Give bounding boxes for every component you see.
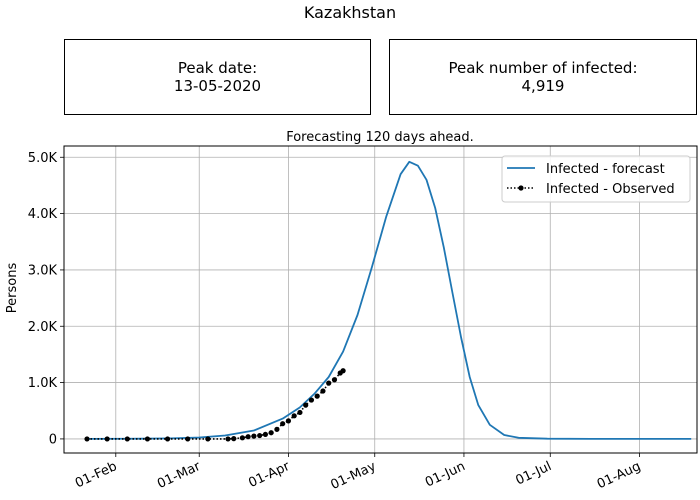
peak-date-label: Peak date: bbox=[177, 59, 258, 77]
y-axis-label: Persons bbox=[5, 263, 20, 314]
observed-point bbox=[314, 393, 320, 399]
x-tick-label: 01-May bbox=[328, 459, 378, 493]
x-tick-label: 01-Apr bbox=[246, 459, 292, 491]
x-tick-label: 01-Jul bbox=[513, 459, 553, 489]
observed-point bbox=[225, 436, 231, 442]
series-line-forecast bbox=[86, 160, 692, 440]
legend-label-forecast: Infected - forecast bbox=[546, 162, 665, 177]
y-tick-label: 2.0K bbox=[28, 320, 58, 335]
y-tick-label: 0 bbox=[49, 432, 57, 447]
observed-point bbox=[331, 377, 338, 383]
observed-point bbox=[84, 436, 90, 442]
peak-date-value: 13-05-2020 bbox=[173, 77, 262, 95]
observed-point bbox=[231, 436, 237, 442]
peak-number-value: 4,919 bbox=[521, 77, 565, 95]
plot-frame bbox=[63, 145, 698, 454]
legend-marker-observed bbox=[518, 185, 524, 191]
chart-title: Forecasting 120 days ahead. bbox=[286, 130, 474, 145]
observed-point bbox=[144, 436, 151, 442]
x-tick-label: 01-Aug bbox=[595, 459, 643, 492]
observed-point bbox=[185, 436, 191, 442]
observed-point bbox=[251, 433, 257, 439]
observed-point bbox=[320, 388, 326, 394]
observed-point bbox=[104, 436, 110, 442]
observed-point bbox=[303, 402, 309, 408]
observed-point bbox=[340, 368, 346, 374]
x-tick-label: 01-Feb bbox=[73, 459, 119, 491]
x-tick-label: 01-Mar bbox=[155, 459, 203, 492]
observed-point bbox=[326, 380, 332, 386]
y-tick-label: 5.0K bbox=[28, 151, 58, 166]
observed-point bbox=[291, 413, 297, 419]
observed-point bbox=[297, 409, 303, 416]
y-tick-label: 1.0K bbox=[28, 376, 58, 391]
series-layer bbox=[84, 160, 692, 442]
peak-number-box: Peak number of infected: 4,919 bbox=[389, 39, 697, 115]
legend: Infected - forecast Infected - Observed bbox=[501, 155, 691, 203]
observed-point bbox=[245, 434, 251, 440]
peak-number-label: Peak number of infected: bbox=[448, 59, 638, 77]
observed-point bbox=[205, 436, 211, 442]
observed-point bbox=[262, 431, 269, 438]
observed-point bbox=[164, 436, 171, 442]
y-tick-label: 4.0K bbox=[28, 207, 58, 222]
x-tick-label: 01-Jun bbox=[423, 459, 468, 490]
observed-point bbox=[268, 430, 274, 436]
observed-point bbox=[239, 435, 245, 441]
figure-title: Kazakhstan bbox=[303, 3, 397, 22]
y-tick-label: 3.0K bbox=[28, 263, 58, 278]
observed-point bbox=[257, 432, 263, 439]
observed-point bbox=[274, 426, 280, 432]
observed-point bbox=[280, 421, 286, 427]
legend-box bbox=[501, 155, 691, 203]
peak-date-box: Peak date: 13-05-2020 bbox=[64, 39, 371, 115]
legend-label-observed: Infected - Observed bbox=[546, 182, 675, 197]
observed-point bbox=[124, 436, 130, 442]
observed-point bbox=[285, 418, 292, 424]
observed-point bbox=[308, 397, 315, 403]
